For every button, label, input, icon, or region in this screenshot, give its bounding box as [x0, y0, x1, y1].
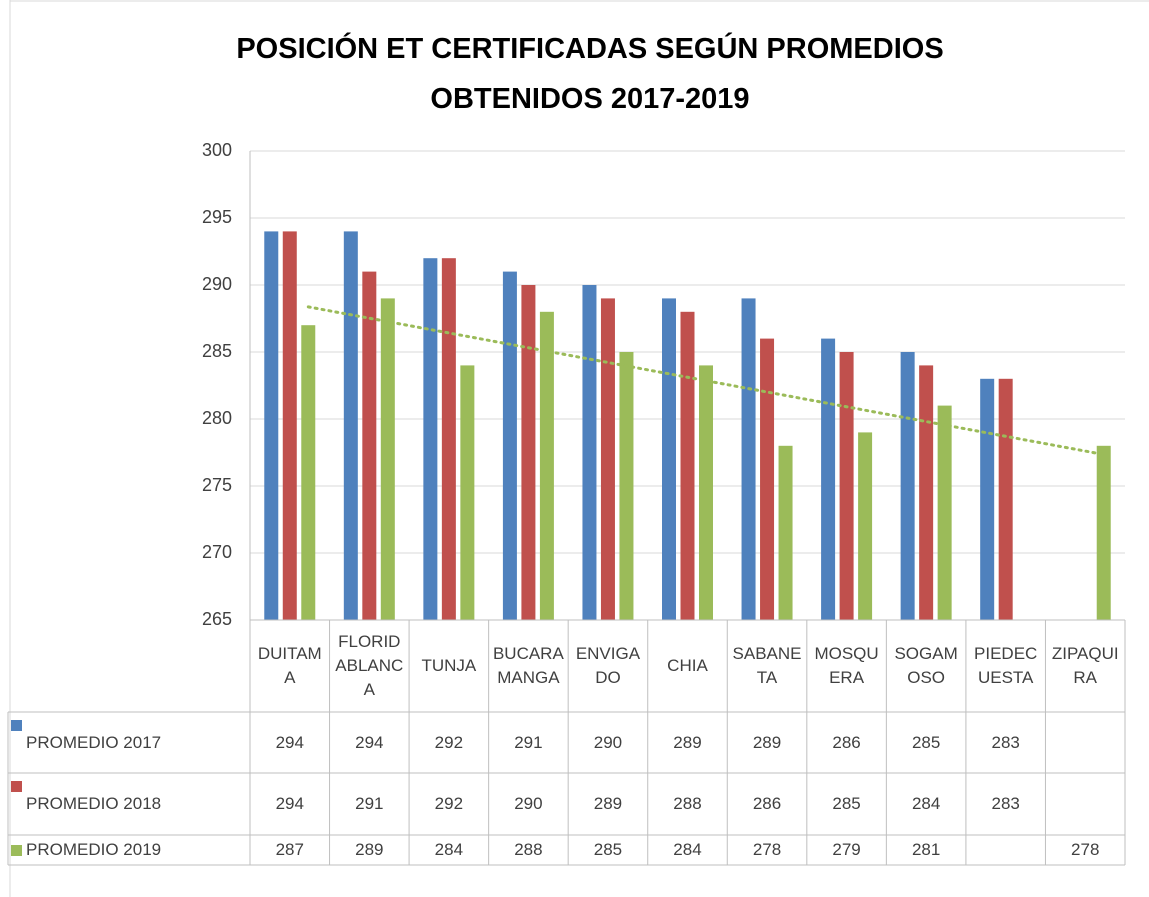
data-table-value: 288: [673, 794, 702, 813]
data-table-value: 285: [832, 794, 861, 813]
legend-entry: PROMEDIO 2017: [8, 712, 250, 773]
legend-entry: PROMEDIO 2019: [8, 835, 250, 865]
data-table-value: 290: [593, 732, 623, 752]
data-table-value: 294: [275, 732, 304, 752]
bar: [423, 258, 438, 620]
bar: [282, 231, 297, 620]
bar: [619, 352, 634, 620]
bar: [600, 298, 615, 620]
bar: [680, 311, 695, 620]
bar: [778, 445, 793, 620]
x-tick-label: SABANETA: [732, 644, 802, 687]
bar: [998, 378, 1013, 620]
data-table-value: 278: [752, 840, 782, 859]
legend-swatch: [11, 720, 22, 731]
data-table-value: 284: [911, 794, 941, 813]
data-table-value: 290: [514, 794, 543, 813]
bar: [582, 285, 597, 620]
legend-label: PROMEDIO 2019: [26, 840, 162, 859]
x-tick-label: ENVIGADO: [575, 644, 641, 687]
data-table-value: 289: [752, 732, 782, 752]
bar: [460, 365, 475, 620]
legend-entry: PROMEDIO 2018: [8, 773, 250, 835]
bar: [760, 338, 775, 620]
data-table-value: 294: [355, 732, 384, 752]
y-tick-label: 270: [202, 542, 232, 562]
x-tick-label: CHIA: [667, 656, 708, 675]
legend-swatch: [11, 781, 22, 792]
data-table-value: 291: [514, 732, 543, 752]
x-tick-label: MOSQUERA: [814, 644, 879, 687]
data-table-value: 289: [673, 732, 702, 752]
bar: [900, 352, 915, 620]
y-tick-label: 300: [202, 140, 232, 160]
y-tick-label: 285: [202, 341, 232, 361]
bar: [362, 271, 377, 620]
bar: [821, 338, 836, 620]
data-table-value: 294: [275, 794, 304, 813]
data-table-value: 285: [593, 840, 623, 859]
bar: [301, 325, 316, 620]
legend-label: PROMEDIO 2018: [26, 794, 162, 813]
data-table-value: 292: [434, 794, 464, 813]
bar: [1096, 445, 1111, 620]
data-table-value: [966, 835, 1046, 865]
data-table-value: 286: [752, 794, 782, 813]
data-table-value: 285: [911, 732, 941, 752]
x-tick-label: SOGAMOSO: [894, 644, 958, 687]
data-table-value: 291: [355, 794, 384, 813]
x-tick-label: ZIPAQUIRA: [1051, 644, 1119, 687]
y-tick-label: 295: [202, 207, 232, 227]
x-tick-label: PIEDECUESTA: [974, 644, 1038, 687]
bar: [662, 298, 676, 620]
bar: [937, 405, 952, 620]
bar: [980, 378, 995, 620]
bar: [521, 285, 536, 620]
chart-title: POSICIÓN ET CERTIFICADAS SEGÚN PROMEDIOS…: [236, 31, 943, 115]
y-tick-label: 265: [202, 609, 232, 629]
bar: [858, 432, 873, 620]
data-table-value: 287: [275, 840, 304, 859]
data-table-value: 284: [673, 840, 702, 859]
legend-label: PROMEDIO 2017: [26, 732, 162, 752]
x-tick-label: FLORIDABLANCA: [335, 632, 404, 699]
bar: [441, 258, 456, 620]
bar: [741, 298, 756, 620]
data-table-value: [1045, 773, 1125, 835]
bar: [502, 271, 517, 620]
data-table-value: 279: [832, 840, 861, 859]
data-table-value: 284: [434, 840, 464, 859]
data-table-value: 288: [514, 840, 543, 859]
data-table-value: 283: [991, 794, 1020, 813]
x-tick-label: DUITAMA: [257, 644, 322, 687]
data-table-value: 289: [593, 794, 623, 813]
data-table-value: 278: [1071, 840, 1100, 859]
bar: [264, 231, 279, 620]
data-table-value: [1045, 712, 1125, 773]
legend-swatch: [11, 845, 22, 856]
data-table-value: 292: [434, 732, 464, 752]
bar: [919, 365, 934, 620]
trendline: [306, 305, 1106, 457]
data-table-value: 281: [911, 840, 941, 859]
x-tick-label: TUNJA: [421, 656, 477, 675]
bar: [343, 231, 358, 620]
y-tick-label: 280: [202, 408, 232, 428]
bar: [839, 352, 854, 620]
bar: [699, 365, 713, 620]
bar: [380, 298, 395, 620]
y-tick-label: 275: [202, 475, 232, 495]
data-table-value: 289: [355, 840, 384, 859]
data-table-value: 283: [991, 732, 1020, 752]
x-tick-label: BUCARAMANGA: [492, 644, 564, 687]
y-tick-label: 290: [202, 274, 232, 294]
data-table-value: 286: [832, 732, 861, 752]
bar: [539, 311, 554, 620]
